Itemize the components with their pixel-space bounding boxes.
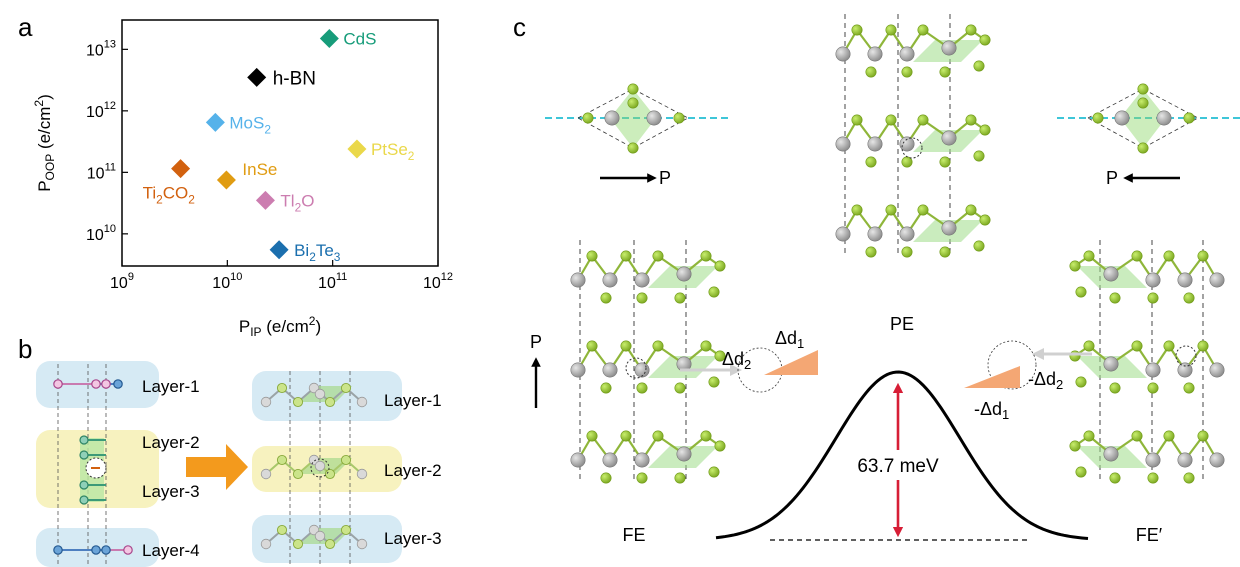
polarization-label-left: P bbox=[659, 168, 671, 188]
panel-label-a: a bbox=[18, 12, 33, 42]
point-ptse2 bbox=[347, 139, 367, 159]
layer-23-atoms bbox=[79, 435, 107, 505]
scatter-points: CdS h-BN MoS2 PtSe2 InSe Ti2CO2 Tl2O Bi2Te3 bbox=[143, 29, 415, 264]
panel-label-c: c bbox=[513, 12, 526, 42]
polarization-label-right: P bbox=[1106, 168, 1118, 188]
crystal-column bbox=[835, 14, 991, 258]
transform-arrow bbox=[186, 444, 248, 490]
layer-4-atoms bbox=[53, 545, 133, 555]
top-right-octahedron: P bbox=[1057, 83, 1240, 188]
point-ti2co2 bbox=[171, 159, 191, 179]
crystal-column bbox=[570, 240, 726, 484]
panel-label-b: b bbox=[18, 334, 32, 364]
left-layer-1-label: Layer-1 bbox=[142, 377, 200, 396]
scatter-chart: 109 1010 1011 1012 1010 1011 1012 1013 CdS h-BN… bbox=[32, 19, 453, 339]
fe-label: FE bbox=[622, 525, 645, 545]
point-label-h-bn: h-BN bbox=[273, 68, 316, 89]
point-label-bi2te3: Bi2Te3 bbox=[294, 241, 341, 264]
right-layer-1-label: Layer-1 bbox=[384, 391, 442, 410]
energy-barrier: 63.7 meV bbox=[715, 370, 1089, 541]
point-bi2te3 bbox=[269, 240, 289, 260]
point-label-mos2: MoS2 bbox=[229, 113, 271, 136]
point-label-ti2co2: Ti2CO2 bbox=[143, 184, 196, 207]
x-tick-label: 1010 bbox=[212, 271, 242, 292]
delta-wedge-left bbox=[764, 350, 818, 375]
point-mos2 bbox=[205, 112, 225, 132]
ferroelectric-switching: P P P Δd2 Δd1 bbox=[530, 14, 1240, 545]
y-tick-label: 1013 bbox=[86, 38, 116, 59]
y-axis-label: POOP (e/cm2) bbox=[32, 94, 57, 192]
point-label-ptse2: PtSe2 bbox=[371, 140, 415, 163]
barrier-value: 63.7 meV bbox=[857, 456, 939, 477]
left-layer-2-label: Layer-2 bbox=[142, 433, 200, 452]
x-axis-ticks: 109 1010 1011 1012 bbox=[110, 260, 453, 292]
layer-schematic: Layer-1 Layer-2 Layer-3 Layer-4 Layer-1 … bbox=[36, 361, 442, 567]
polarization-label-vertical: P bbox=[530, 332, 542, 352]
y-tick-label: 1011 bbox=[87, 161, 116, 182]
neg-delta-d2-label: -Δd2 bbox=[1028, 369, 1063, 392]
point-label-tl2o: Tl2O bbox=[280, 191, 314, 214]
neg-delta-d1-label: -Δd1 bbox=[974, 399, 1009, 422]
right-layers-atoms bbox=[260, 382, 368, 550]
point-cds bbox=[319, 29, 339, 49]
point-label-inse: InSe bbox=[242, 160, 277, 179]
y-axis-ticks: 1010 1011 1012 1013 bbox=[86, 38, 128, 244]
plot-frame bbox=[121, 19, 439, 267]
pe-label: PE bbox=[890, 314, 914, 334]
barrier-curve bbox=[715, 370, 1089, 540]
point-label-cds: CdS bbox=[343, 30, 376, 49]
x-tick-label: 1011 bbox=[318, 271, 347, 292]
crystal-column bbox=[1069, 240, 1225, 484]
crystal-structures bbox=[570, 14, 1225, 484]
left-layer-3-label: Layer-3 bbox=[142, 482, 200, 501]
delta-wedge-right bbox=[964, 366, 1020, 388]
right-layer-3-label: Layer-3 bbox=[384, 529, 442, 548]
x-tick-label: 1012 bbox=[423, 271, 453, 292]
point-tl2o bbox=[255, 190, 275, 210]
right-layer-2-label: Layer-2 bbox=[384, 461, 442, 480]
point-inse bbox=[216, 170, 236, 190]
x-axis-label: PIP (e/cm2) bbox=[239, 314, 321, 339]
y-tick-label: 1012 bbox=[86, 100, 116, 121]
left-layer-4-label: Layer-4 bbox=[142, 541, 200, 560]
layer-1-atoms bbox=[53, 379, 123, 389]
fe-prime-label: FE′ bbox=[1136, 525, 1163, 545]
point-h-bn bbox=[247, 67, 267, 87]
delta-d1-label: Δd1 bbox=[775, 328, 804, 351]
delta-d2-label: Δd2 bbox=[722, 349, 751, 372]
top-left-octahedron: P bbox=[545, 83, 730, 188]
x-tick-label: 109 bbox=[110, 271, 134, 292]
y-tick-label: 1010 bbox=[86, 223, 116, 244]
